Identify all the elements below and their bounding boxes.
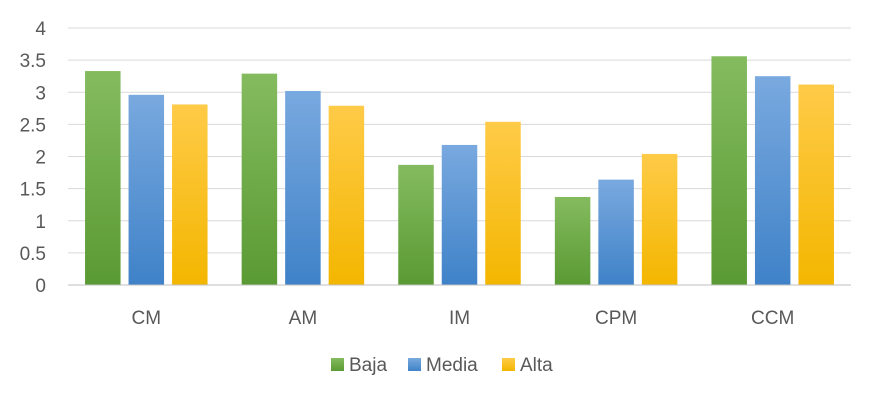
legend-swatch-baja [331,358,344,371]
bar-alta-im [485,121,521,286]
legend-label-alta: Alta [520,355,553,376]
bar-media-cpm [598,179,634,285]
bar-alta-ccm [798,84,834,285]
legend-swatch-alta [502,358,515,371]
bar-media-am [285,90,321,285]
legend-swatch-media [408,358,421,371]
bar-baja-cpm [554,196,591,285]
x-category-label: IM [449,308,470,329]
bar-media-im [441,144,478,285]
x-category-label: CPM [595,308,637,329]
bar-baja-cm [85,71,121,285]
y-tick-label: 3 [35,83,46,104]
x-axis-categories: CM AM IM CPM CCM [132,308,795,329]
y-tick-label: 3.5 [20,51,46,72]
bar-baja-am [241,73,278,286]
y-tick-label: 0.5 [20,244,46,265]
bar-alta-am [328,105,365,286]
y-tick-label: 4 [35,19,46,40]
x-category-label: AM [289,308,318,329]
bar-media-ccm [754,76,791,285]
y-tick-label: 2 [35,148,46,169]
bar-baja-im [398,164,434,285]
x-category-label: CCM [751,308,794,329]
y-tick-label: 1.5 [20,180,46,201]
bar-alta-cpm [641,153,678,285]
x-category-label: CM [132,308,162,329]
bar-baja-ccm [711,56,747,285]
y-tick-label: 1 [35,212,46,233]
y-tick-label: 2.5 [20,115,46,136]
bar-alta-cm [172,104,208,286]
y-axis-ticks: 0 0.5 1 1.5 2 2.5 3 3.5 4 [20,19,47,297]
legend: Baja Media Alta [331,355,553,376]
bars [85,56,834,286]
y-tick-label: 0 [35,276,46,297]
legend-label-media: Media [426,355,478,376]
legend-label-baja: Baja [349,355,387,376]
bar-media-cm [128,94,165,285]
